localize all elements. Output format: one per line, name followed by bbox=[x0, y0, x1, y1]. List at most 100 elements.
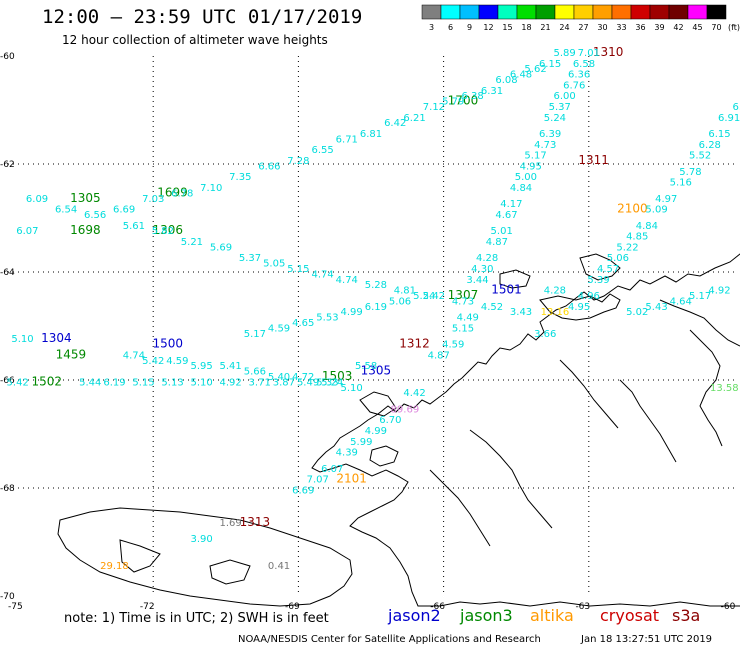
swh-value: 6.00 bbox=[553, 91, 575, 102]
swh-value: 6.09 bbox=[26, 194, 48, 205]
colorbar-label: 45 bbox=[692, 23, 702, 32]
swh-value: 5.21 bbox=[181, 237, 203, 248]
swh-value: 4.95 bbox=[568, 302, 590, 313]
swh-value: 5.66 bbox=[244, 367, 266, 378]
swh-value: 4.96 bbox=[578, 291, 600, 302]
swh-value: 5.16 bbox=[670, 178, 692, 189]
pass-label: 1700 bbox=[448, 94, 479, 108]
swh-value: 7.12 bbox=[423, 102, 445, 113]
swh-value: 6.19 bbox=[365, 302, 387, 313]
chart-title: 12:00 – 23:59 UTC 01/17/2019 bbox=[42, 6, 363, 28]
swh-value: 5.00 bbox=[515, 172, 537, 183]
swh-value: 6.58 bbox=[573, 59, 595, 70]
swh-value: 5.53 bbox=[316, 313, 338, 324]
pass-label: 2100 bbox=[617, 202, 648, 216]
colorbar-swatch bbox=[554, 4, 575, 20]
x-tick-label: -66 bbox=[430, 602, 445, 612]
swh-value: 7.28 bbox=[287, 156, 309, 167]
colorbar-label: 36 bbox=[635, 23, 645, 32]
swh-value: 5.17 bbox=[244, 329, 266, 340]
swh-value: 4.30 bbox=[471, 264, 493, 275]
swh-value: 4.17 bbox=[500, 199, 522, 210]
legend-altika: altika bbox=[530, 606, 574, 625]
swh-value: 4.74 bbox=[336, 275, 358, 286]
swh-value: 5.37 bbox=[549, 102, 571, 113]
swh-value: 5.37 bbox=[239, 253, 261, 264]
x-tick-label: -60 bbox=[721, 602, 736, 612]
swh-value: 5.13 bbox=[161, 377, 183, 388]
swh-value: 6.19 bbox=[103, 377, 125, 388]
swh-value: 5.99 bbox=[350, 437, 372, 448]
swh-value: 4.67 bbox=[495, 210, 517, 221]
colorbar-swatch bbox=[706, 4, 727, 20]
swh-value: 5.78 bbox=[679, 167, 701, 178]
swh-value: 3.44 bbox=[466, 275, 488, 286]
colorbar-label: 30 bbox=[597, 23, 607, 32]
map-axes: -75 -72 -69 -66 -63 -60 -60 -62 -64 -66 -68 -70 bbox=[0, 52, 736, 612]
swh-value: 5.40 bbox=[268, 372, 290, 383]
pass-label: 1459 bbox=[56, 347, 87, 361]
colorbar-label: 6 bbox=[448, 23, 453, 32]
swh-value: 4.84 bbox=[510, 183, 532, 194]
pass-label: 2101 bbox=[336, 472, 367, 486]
swh-value: 6.69 bbox=[113, 205, 135, 216]
swh-value: 4.85 bbox=[626, 232, 648, 243]
colorbar-swatch bbox=[573, 4, 594, 20]
swh-value: 4.92 bbox=[708, 286, 730, 297]
colorbar-unit: (ft) bbox=[728, 23, 740, 32]
pass-label: 1313 bbox=[240, 515, 271, 529]
swh-value: 7.03 bbox=[142, 194, 164, 205]
swh-value: 7.10 bbox=[200, 183, 222, 194]
colorbar-swatch bbox=[497, 4, 518, 20]
colorbar-label: 70 bbox=[711, 23, 721, 32]
swh-value: 4.64 bbox=[670, 296, 692, 307]
swh-value: 89.69 bbox=[391, 404, 420, 415]
colorbar-label: 27 bbox=[578, 23, 588, 32]
colorbar-swatch bbox=[592, 4, 613, 20]
swh-value: 6.07 bbox=[321, 464, 343, 475]
swh-value: 5.61 bbox=[123, 221, 145, 232]
swh-value: 4.52 bbox=[481, 302, 503, 313]
swh-value: 6.39 bbox=[539, 129, 561, 140]
swh-value: 5.44 bbox=[79, 377, 101, 388]
pass-label: 1305 bbox=[361, 364, 392, 378]
swh-value: 4.97 bbox=[655, 194, 677, 205]
colorbar-label: 3 bbox=[429, 23, 434, 32]
y-tick-label: -62 bbox=[0, 160, 15, 170]
pass-label: 1311 bbox=[578, 153, 609, 167]
swh-value: 5.22 bbox=[616, 242, 638, 253]
swh-value: 6.42 bbox=[384, 118, 406, 129]
pass-label: 1307 bbox=[448, 288, 479, 302]
swh-value: 5.28 bbox=[365, 280, 387, 291]
swh-value: 4.65 bbox=[292, 318, 314, 329]
swh-value: 13.58 bbox=[710, 383, 739, 394]
swh-value: 0.41 bbox=[268, 561, 290, 572]
pass-label: 1501 bbox=[491, 283, 522, 297]
legend-cryosat: cryosat bbox=[600, 606, 660, 625]
swh-value: 6.78 bbox=[171, 188, 193, 199]
swh-value: 6.15 bbox=[708, 129, 730, 140]
colorbar-legend: 3 6 9 12 15 18 21 24 27 30 33 36 39 42 45 70 (ft) bbox=[421, 4, 740, 32]
swh-value: 4.74 bbox=[311, 269, 333, 280]
swh-value: 4.72 bbox=[292, 372, 314, 383]
swh-value: 6.07 bbox=[16, 226, 38, 237]
swh-value: 29.18 bbox=[100, 561, 129, 572]
colorbar-swatch bbox=[535, 4, 556, 20]
swh-value: 5.15 bbox=[452, 323, 474, 334]
swh-value: 4.87 bbox=[486, 237, 508, 248]
swh-value: 5.95 bbox=[190, 361, 212, 372]
swh-value: 6.36 bbox=[568, 70, 590, 81]
swh-value: 6.70 bbox=[379, 415, 401, 426]
swh-value: 6.48 bbox=[510, 70, 532, 81]
swh-value: 13.16 bbox=[541, 307, 570, 318]
swh-value: 4.42 bbox=[403, 388, 425, 399]
swh-value: 5.49 bbox=[297, 377, 319, 388]
pass-label: 1699 bbox=[157, 185, 188, 199]
colorbar-swatch bbox=[478, 4, 499, 20]
swh-value: 4.28 bbox=[476, 253, 498, 264]
swh-value: 5.42 bbox=[7, 377, 29, 388]
swh-value: 5.62 bbox=[524, 64, 546, 75]
colorbar-swatch bbox=[516, 4, 537, 20]
colorbar-label: 21 bbox=[540, 23, 550, 32]
